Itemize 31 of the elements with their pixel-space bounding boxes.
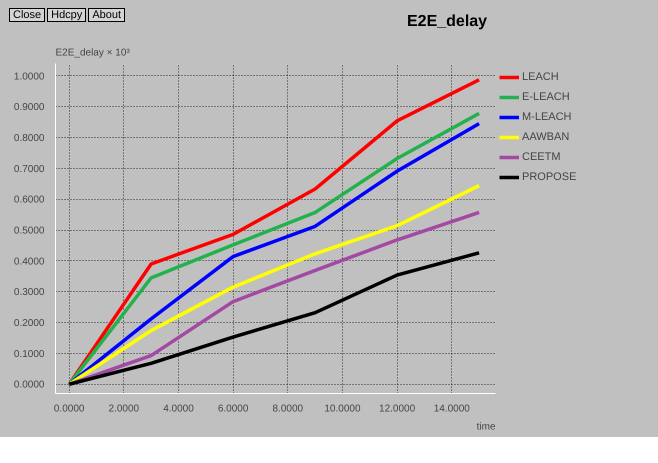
y-tick-label: 0.4000: [14, 256, 45, 268]
text: Close: [9, 8, 46, 22]
legend-label: AAWBAN: [522, 131, 570, 143]
chart-title: E2E_delay: [407, 13, 488, 31]
y-tick-label: 0.1000: [14, 348, 45, 360]
legend-label: CEETM: [522, 151, 560, 163]
x-axis-title: time: [476, 422, 496, 432]
text: Hdcpy: [47, 8, 86, 22]
y-tick-label: 0.5000: [14, 226, 45, 237]
x-tick-label: 6.0000: [218, 404, 249, 414]
x-tick-label: 8.0000: [272, 404, 304, 414]
y-tick-label: 0.3000: [14, 287, 45, 298]
x-tick-label: 14.0000: [434, 404, 470, 414]
x-tick-label: 12.0000: [379, 404, 416, 414]
x-tick-label: 10.0000: [324, 404, 361, 414]
x-tick-label: 4.0000: [163, 404, 194, 414]
y-tick-label: 0.0000: [14, 380, 45, 391]
x-tick-label: 2.0000: [108, 404, 140, 414]
y-tick-label: 0.7000: [14, 164, 45, 175]
y-tick-label: 0.2000: [14, 318, 45, 330]
text: About: [88, 8, 126, 22]
legend-label: E-LEACH: [522, 91, 570, 103]
legend-label: M-LEACH: [522, 111, 572, 123]
legend-label: PROPOSE: [522, 171, 576, 183]
y-tick-label: 0.9000: [14, 102, 45, 114]
legend-label: LEACH: [522, 71, 559, 83]
x-tick-label: 0.0000: [54, 404, 85, 414]
y-axis-title: E2E_delay × 10³: [56, 48, 130, 58]
y-tick-label: 0.6000: [14, 194, 45, 206]
y-tick-label: 0.8000: [14, 133, 45, 144]
y-tick-label: 1.0000: [14, 71, 45, 82]
